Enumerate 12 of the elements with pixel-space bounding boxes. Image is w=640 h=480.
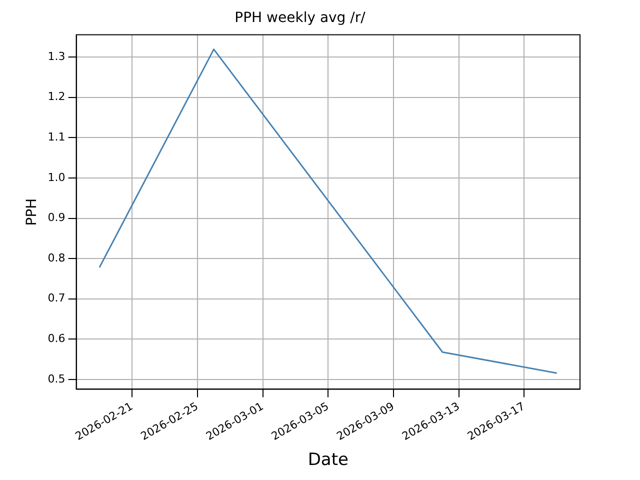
- y-axis-title: PPH: [24, 198, 40, 226]
- y-tick-label: 0.9: [48, 211, 66, 224]
- x-axis-title: Date: [308, 450, 348, 470]
- y-tick-label: 0.8: [48, 251, 66, 264]
- y-tick-label: 0.6: [48, 332, 66, 346]
- y-tick-label: 0.7: [48, 292, 66, 305]
- y-tick-label: 0.5: [48, 372, 66, 386]
- y-tick-label: 1.1: [48, 130, 66, 144]
- y-tick-label: 1.3: [48, 50, 66, 63]
- y-tick-label: 1.0: [48, 170, 66, 184]
- chart-title: PPH weekly avg /r/: [234, 10, 366, 26]
- y-tick-label: 1.2: [48, 90, 66, 104]
